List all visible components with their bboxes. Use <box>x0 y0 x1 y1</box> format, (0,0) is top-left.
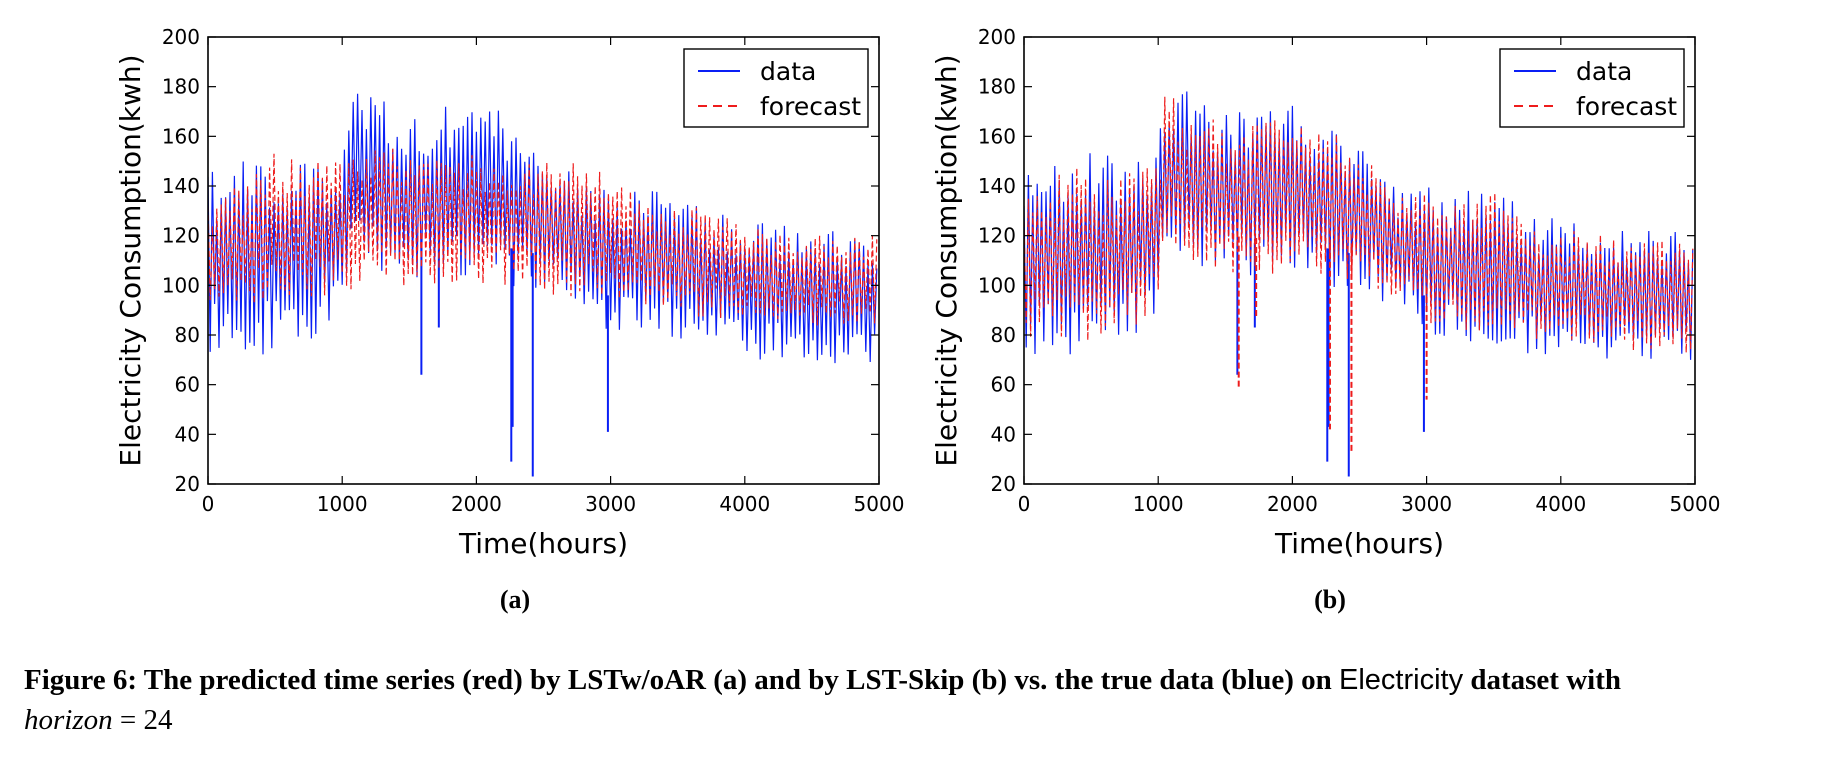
y-tick-label: 200 <box>162 25 200 49</box>
x-tick-label: 2000 <box>1267 492 1318 516</box>
x-tick-label: 1000 <box>317 492 368 516</box>
y-tick-label: 140 <box>162 174 200 198</box>
x-tick-label: 5000 <box>1670 492 1721 516</box>
y-axis-label: Electricity Consumption(kwh) <box>114 54 147 466</box>
y-tick-label: 160 <box>162 124 200 148</box>
panel-label-a: (a) <box>499 585 531 614</box>
caption-text-2: dataset with <box>1463 664 1621 696</box>
legend-label-forecast: forecast <box>1576 92 1677 121</box>
y-tick-label: 40 <box>991 422 1016 446</box>
x-axis-label: Time(hours) <box>1274 527 1444 560</box>
y-tick-label: 100 <box>162 273 200 297</box>
panel-label-b: (b) <box>1314 585 1346 614</box>
x-tick-label: 5000 <box>854 492 905 516</box>
y-tick-label: 80 <box>991 323 1016 347</box>
legend-label-forecast: forecast <box>760 92 861 121</box>
x-tick-label: 4000 <box>1535 492 1586 516</box>
legend: data forecast <box>683 48 869 128</box>
y-tick-label: 120 <box>978 224 1016 248</box>
y-tick-label: 60 <box>175 373 200 397</box>
x-tick-label: 1000 <box>1133 492 1184 516</box>
y-tick-label: 20 <box>175 472 200 496</box>
y-tick-label: 20 <box>991 472 1016 496</box>
caption-math-rest: = 24 <box>112 704 173 736</box>
figure-caption: Figure 6: The predicted time series (red… <box>24 660 1824 740</box>
y-tick-label: 140 <box>978 174 1016 198</box>
y-tick-label: 80 <box>175 323 200 347</box>
y-tick-label: 180 <box>978 75 1016 99</box>
series-line-forecast <box>1024 96 1694 353</box>
x-tick-label: 4000 <box>719 492 770 516</box>
x-axis-label: Time(hours) <box>458 527 628 560</box>
legend-box <box>1499 48 1685 128</box>
x-tick-label: 3000 <box>585 492 636 516</box>
y-tick-label: 40 <box>175 422 200 446</box>
x-tick-label: 2000 <box>451 492 502 516</box>
y-tick-label: 60 <box>991 373 1016 397</box>
x-tick-label: 0 <box>1018 492 1031 516</box>
caption-dataset: Electricity <box>1339 664 1464 696</box>
x-tick-label: 0 <box>202 492 215 516</box>
caption-text-1: Figure 6: The predicted time series (red… <box>24 664 1340 696</box>
plot-frame <box>1023 36 1696 485</box>
y-tick-label: 100 <box>978 273 1016 297</box>
plot-frame <box>207 36 880 485</box>
y-tick-label: 200 <box>978 25 1016 49</box>
legend: data forecast <box>1499 48 1685 128</box>
y-axis-label: Electricity Consumption(kwh) <box>930 54 963 466</box>
caption-math-var: horizon <box>24 704 113 736</box>
series-line-forecast <box>208 148 878 326</box>
x-tick-label: 3000 <box>1401 492 1452 516</box>
y-tick-label: 160 <box>978 124 1016 148</box>
y-tick-label: 180 <box>162 75 200 99</box>
legend-label-data: data <box>1576 57 1632 86</box>
legend-box <box>683 48 869 128</box>
y-tick-label: 120 <box>162 224 200 248</box>
legend-label-data: data <box>760 57 816 86</box>
